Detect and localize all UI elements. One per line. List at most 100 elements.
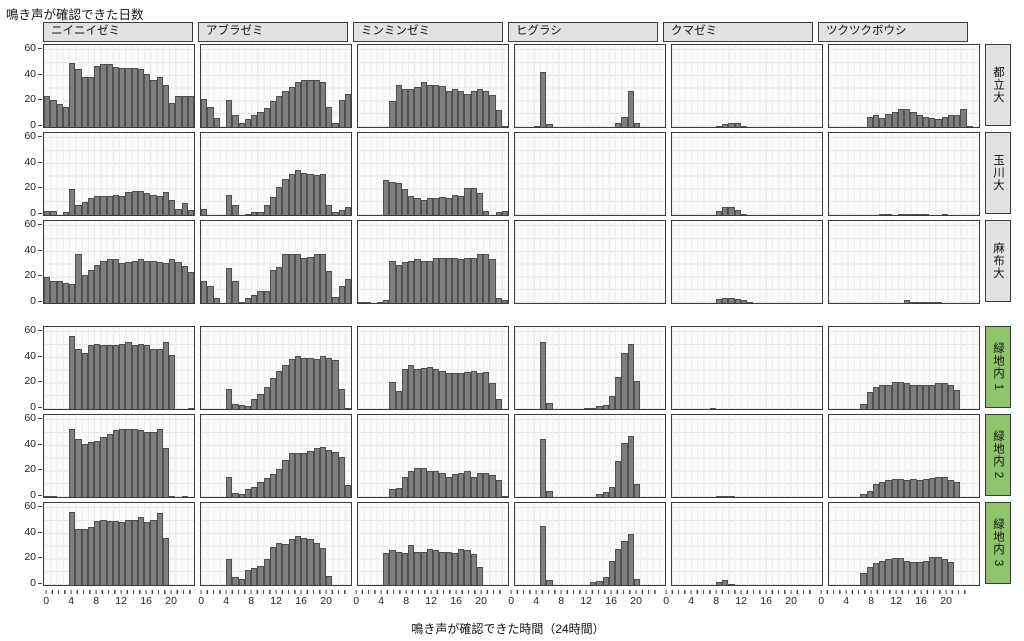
y-tick-label: 60 xyxy=(24,218,36,231)
histogram-bar xyxy=(885,384,892,409)
histogram-bar xyxy=(426,471,433,497)
histogram-bar xyxy=(395,488,402,497)
histogram-bar xyxy=(137,259,144,303)
x-tick-label: 4 xyxy=(68,595,75,607)
y-tick-mark xyxy=(38,443,42,445)
histogram-bar xyxy=(866,116,873,127)
histogram-bar xyxy=(276,186,283,215)
x-tick-label: 12 xyxy=(580,595,592,607)
histogram-bar xyxy=(307,357,314,409)
histogram-bar xyxy=(251,568,258,585)
facet-panel xyxy=(43,132,195,216)
y-tick-label: 40 xyxy=(24,67,36,80)
histogram-bar xyxy=(326,576,333,585)
histogram-bar xyxy=(87,441,94,497)
histogram-bar xyxy=(106,259,113,303)
histogram-bar xyxy=(338,388,345,409)
histogram-bar xyxy=(533,125,540,127)
facet-panel xyxy=(514,132,666,216)
histogram-bar xyxy=(213,118,220,127)
histogram-bar xyxy=(162,448,169,497)
histogram-bar xyxy=(319,174,326,215)
histogram-bar xyxy=(866,490,873,497)
histogram-bar xyxy=(144,74,151,127)
histogram-bar xyxy=(232,577,239,585)
y-tick-label: 40 xyxy=(24,349,36,362)
y-tick-label: 60 xyxy=(24,130,36,143)
histogram-bar xyxy=(313,359,320,409)
histogram-bar xyxy=(426,260,433,303)
histogram-bar xyxy=(276,370,283,409)
histogram-bar xyxy=(433,369,440,409)
histogram-bar xyxy=(633,380,640,409)
histogram-bar xyxy=(338,100,345,127)
histogram-bar xyxy=(81,352,88,409)
histogram-bar xyxy=(583,407,590,409)
facet-column-header: ツクツクボウシ xyxy=(818,22,968,42)
histogram-bar xyxy=(872,563,879,585)
histogram-bar xyxy=(922,301,929,303)
histogram-bar xyxy=(226,559,233,585)
histogram-bar xyxy=(540,71,547,127)
histogram-bar xyxy=(489,475,496,497)
histogram-bar xyxy=(257,565,264,585)
histogram-bar xyxy=(445,476,452,497)
y-tick-label: 20 xyxy=(24,551,36,564)
histogram-bar xyxy=(282,459,289,497)
y-tick-label: 20 xyxy=(24,269,36,282)
histogram-bar xyxy=(81,274,88,303)
histogram-bar xyxy=(282,179,289,215)
histogram-bar xyxy=(540,342,547,409)
histogram-bar xyxy=(276,96,283,127)
histogram-bar xyxy=(169,259,176,303)
histogram-bar xyxy=(181,96,188,127)
histogram-bar xyxy=(904,480,911,497)
histogram-bar xyxy=(879,481,886,497)
histogram-bar xyxy=(860,403,867,409)
histogram-bar xyxy=(489,94,496,127)
histogram-bar xyxy=(615,461,622,497)
histogram-bar xyxy=(187,407,194,409)
y-tick-label: 60 xyxy=(24,42,36,55)
histogram-bar xyxy=(150,348,157,409)
histogram-bar xyxy=(966,125,973,127)
histogram-bar xyxy=(401,476,408,497)
x-tick-label: 16 xyxy=(915,595,927,607)
histogram-bar xyxy=(301,258,308,303)
histogram-bar xyxy=(162,84,169,127)
histogram-bar xyxy=(207,106,214,127)
y-axis-title: 鳴き声が確認できた日数 xyxy=(6,8,144,22)
histogram-bar xyxy=(119,263,126,303)
facet-panel xyxy=(43,414,195,498)
histogram-bar xyxy=(226,476,233,497)
histogram-bar xyxy=(263,204,270,215)
histogram-bar xyxy=(476,88,483,127)
histogram-bar xyxy=(495,297,502,303)
histogram-bar xyxy=(734,209,741,215)
histogram-bar xyxy=(401,88,408,127)
y-tick-mark xyxy=(38,418,42,420)
histogram-bar xyxy=(156,429,163,497)
histogram-bar xyxy=(897,558,904,585)
histogram-bar xyxy=(125,68,132,127)
histogram-bar xyxy=(451,552,458,585)
histogram-bar xyxy=(426,549,433,585)
histogram-bar xyxy=(150,79,157,127)
facet-panel xyxy=(357,44,509,128)
histogram-bar xyxy=(162,342,169,409)
y-tick-label: 40 xyxy=(24,525,36,538)
histogram-bar xyxy=(916,561,923,585)
histogram-bar xyxy=(439,258,446,303)
histogram-bar xyxy=(156,77,163,127)
histogram-bar xyxy=(740,213,747,215)
x-tick-label: 12 xyxy=(425,595,437,607)
histogram-bar xyxy=(420,551,427,585)
histogram-bar xyxy=(389,382,396,409)
histogram-bar xyxy=(257,393,264,409)
histogram-bar xyxy=(301,357,308,409)
histogram-bar xyxy=(175,96,182,127)
histogram-bar xyxy=(150,431,157,497)
facet-row-strip: 緑地内 1 xyxy=(985,326,1011,408)
column-header-row: ニイニイゼミ アブラゼミ ミンミンゼミ ヒグラシ クマゼミ ツクツクボウシ xyxy=(43,22,1011,42)
x-tick-label: 16 xyxy=(760,595,772,607)
